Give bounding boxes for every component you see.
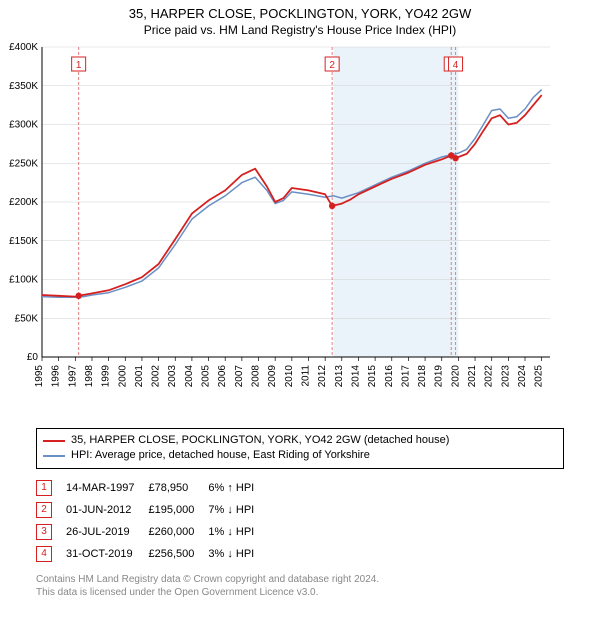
sale-price: £78,950 [148,477,208,499]
svg-text:4: 4 [453,60,459,71]
legend-label: 35, HARPER CLOSE, POCKLINGTON, YORK, YO4… [71,433,449,448]
sale-diff: 1% ↓ HPI [208,521,268,543]
legend-swatch [43,455,65,457]
table-row: 431-OCT-2019£256,5003% ↓ HPI [36,543,268,565]
svg-text:2005: 2005 [201,365,212,388]
legend: 35, HARPER CLOSE, POCKLINGTON, YORK, YO4… [36,428,564,469]
svg-text:2009: 2009 [267,365,278,388]
sale-date: 31-OCT-2019 [66,543,148,565]
svg-text:2011: 2011 [300,365,311,387]
svg-text:£400K: £400K [9,42,38,53]
svg-text:£250K: £250K [9,158,38,169]
svg-text:2002: 2002 [151,365,162,388]
sale-date: 01-JUN-2012 [66,499,148,521]
svg-text:1997: 1997 [67,365,78,388]
svg-text:2006: 2006 [217,365,228,388]
sale-marker-num: 4 [36,543,66,565]
sale-marker-num: 2 [36,499,66,521]
svg-text:2016: 2016 [384,365,395,388]
svg-text:2020: 2020 [450,365,461,388]
table-row: 114-MAR-1997£78,9506% ↑ HPI [36,477,268,499]
sale-price: £256,500 [148,543,208,565]
svg-text:2019: 2019 [434,365,445,388]
svg-text:£100K: £100K [9,275,38,286]
legend-label: HPI: Average price, detached house, East… [71,448,370,463]
svg-text:2008: 2008 [251,365,262,388]
svg-text:2022: 2022 [484,365,495,388]
svg-text:2013: 2013 [334,365,345,388]
sales-table: 114-MAR-1997£78,9506% ↑ HPI201-JUN-2012£… [36,477,268,565]
svg-text:£150K: £150K [9,236,38,247]
svg-text:£50K: £50K [15,313,39,324]
svg-text:£300K: £300K [9,120,38,131]
sale-price: £195,000 [148,499,208,521]
sale-date: 14-MAR-1997 [66,477,148,499]
svg-text:2000: 2000 [117,365,128,388]
svg-text:£350K: £350K [9,81,38,92]
svg-text:2012: 2012 [317,365,328,388]
svg-text:2: 2 [329,60,335,71]
svg-text:2007: 2007 [234,365,245,388]
sale-marker-num: 1 [36,477,66,499]
legend-row: 35, HARPER CLOSE, POCKLINGTON, YORK, YO4… [43,433,557,448]
svg-text:2003: 2003 [167,365,178,388]
svg-text:2021: 2021 [467,365,478,388]
chart-title: 35, HARPER CLOSE, POCKLINGTON, YORK, YO4… [0,6,600,21]
page-container: { "title": "35, HARPER CLOSE, POCKLINGTO… [0,0,600,599]
chart-subtitle: Price paid vs. HM Land Registry's House … [0,23,600,37]
svg-text:1998: 1998 [84,365,95,388]
sale-marker-num: 3 [36,521,66,543]
chart-area: £0 £50K £100K £150K £200K £250K £300K £350K £400… [0,37,600,422]
svg-text:2018: 2018 [417,365,428,388]
sale-diff: 7% ↓ HPI [208,499,268,521]
svg-text:1999: 1999 [101,365,112,388]
svg-text:£0: £0 [27,352,39,363]
svg-text:1995: 1995 [34,365,45,388]
table-row: 201-JUN-2012£195,0007% ↓ HPI [36,499,268,521]
sale-price: £260,000 [148,521,208,543]
svg-text:2015: 2015 [367,365,378,388]
svg-text:2025: 2025 [534,365,545,388]
footer-attribution: Contains HM Land Registry data © Crown c… [36,573,564,599]
svg-text:1: 1 [76,60,82,71]
svg-text:2017: 2017 [400,365,411,388]
svg-text:2004: 2004 [184,365,195,388]
title-block: 35, HARPER CLOSE, POCKLINGTON, YORK, YO4… [0,0,600,37]
svg-text:2024: 2024 [517,365,528,388]
svg-text:2023: 2023 [500,365,511,388]
footer-line2: This data is licensed under the Open Gov… [36,586,564,599]
line-chart: £0 £50K £100K £150K £200K £250K £300K £350K £400… [0,37,560,417]
svg-text:£200K: £200K [9,197,38,208]
sale-diff: 3% ↓ HPI [208,543,268,565]
legend-swatch [43,440,65,442]
sale-date: 26-JUL-2019 [66,521,148,543]
svg-text:2001: 2001 [134,365,145,388]
svg-text:1996: 1996 [51,365,62,388]
legend-row: HPI: Average price, detached house, East… [43,448,557,463]
footer-line1: Contains HM Land Registry data © Crown c… [36,573,564,586]
svg-text:2010: 2010 [284,365,295,388]
svg-text:2014: 2014 [350,365,361,388]
table-row: 326-JUL-2019£260,0001% ↓ HPI [36,521,268,543]
sale-diff: 6% ↑ HPI [208,477,268,499]
